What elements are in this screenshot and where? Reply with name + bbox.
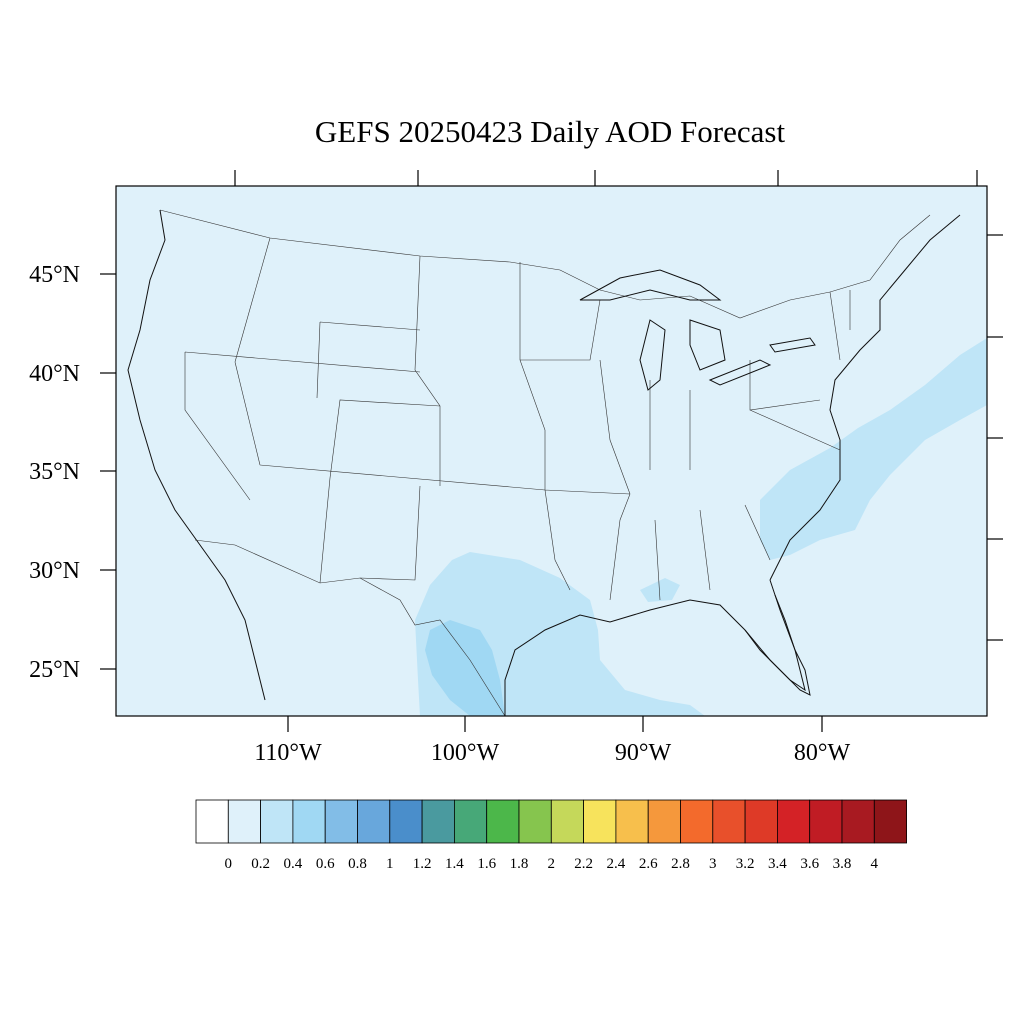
lon-label: 80°W [794, 740, 851, 766]
colorbar-label: 2.6 [639, 856, 658, 872]
colorbar-swatch [195, 799, 229, 844]
aod-region-gulf-coast [640, 578, 680, 602]
colorbar-swatch [777, 799, 811, 844]
colorbar-swatch [292, 799, 326, 844]
colorbar-label: 0.4 [284, 856, 303, 872]
colorbar-swatch [583, 799, 617, 844]
colorbar-label: 1.2 [413, 856, 432, 872]
colorbar-label: 1 [386, 856, 394, 872]
colorbar-swatch [357, 799, 391, 844]
colorbar-swatch [615, 799, 649, 844]
colorbar-swatch [227, 799, 262, 844]
lat-label: 35°N [29, 459, 80, 485]
colorbar-label: 2.2 [574, 856, 593, 872]
colorbar-label: 3 [709, 856, 717, 872]
lat-label: 25°N [29, 657, 80, 683]
colorbar-swatch [486, 799, 520, 844]
colorbar-label: 1.6 [477, 856, 496, 872]
colorbar-swatch [260, 799, 294, 844]
colorbar-swatch [324, 799, 358, 844]
colorbar-swatch [712, 799, 746, 844]
colorbar-label: 1.4 [445, 856, 464, 872]
bottom-ticks [287, 716, 823, 732]
aod-region-rio-grande [425, 620, 505, 716]
florida-peninsula [744, 594, 811, 696]
colorbar-swatch [453, 799, 488, 844]
lon-label: 100°W [431, 740, 500, 766]
lat-label: 45°N [29, 262, 80, 288]
right-ticks [987, 234, 1003, 641]
lake-michigan [639, 319, 666, 391]
colorbar-label: 0.6 [316, 856, 335, 872]
lon-label: 90°W [615, 740, 672, 766]
colorbar-swatch [421, 799, 455, 844]
colorbar-label: 0.2 [251, 856, 270, 872]
aod-region-atlantic-plume [760, 338, 987, 560]
colorbar-swatch [680, 799, 714, 844]
colorbar-label: 3.6 [800, 856, 819, 872]
colorbar-label: 4 [871, 856, 879, 872]
colorbar-label: 3.4 [768, 856, 787, 872]
colorbar-swatch [873, 799, 907, 844]
figure-title: GEFS 20250423 Daily AOD Forecast [315, 114, 786, 149]
colorbar-label: 2 [548, 856, 556, 872]
colorbar-swatch [841, 799, 875, 844]
us-canada-border [159, 209, 931, 319]
colorbar-label: 2.4 [607, 856, 626, 872]
lake-superior [579, 269, 722, 301]
colorbar-swatch [744, 799, 778, 844]
left-ticks [100, 273, 116, 670]
state-lines [184, 237, 851, 601]
colorbar-swatch [518, 799, 552, 844]
aod-shading [415, 338, 987, 716]
lon-label: 110°W [254, 740, 322, 766]
colorbar-label: 2.8 [671, 856, 690, 872]
colorbar: 0 0.2 0.4 0.6 0.8 1 1.2 1.4 1.6 1.8 2 2.2 2.4 2.6 2.8 3… [195, 799, 907, 872]
map-frame [115, 185, 988, 717]
gulf-coast [504, 579, 806, 716]
lat-label: 30°N [29, 558, 80, 584]
east-coast [769, 214, 961, 581]
west-coast [127, 209, 266, 701]
colorbar-swatch [550, 799, 584, 844]
colorbar-label: 0.8 [348, 856, 367, 872]
lake-ontario [769, 337, 816, 353]
lat-label: 40°N [29, 361, 80, 387]
colorbar-label: 3.8 [833, 856, 852, 872]
colorbar-label: 3.2 [736, 856, 755, 872]
boundaries [127, 209, 961, 717]
map-panel [100, 170, 1003, 732]
colorbar-label: 0 [225, 856, 233, 872]
lake-erie [708, 359, 772, 386]
us-mexico-border [194, 539, 506, 717]
lat-labels: 45°N 40°N 35°N 30°N 25°N [29, 262, 80, 683]
great-lakes [579, 269, 816, 391]
colorbar-swatch [809, 799, 843, 844]
lon-labels: 110°W 100°W 90°W 80°W [254, 740, 850, 766]
colorbar-swatch [647, 799, 681, 844]
colorbar-swatch [389, 799, 423, 844]
lake-huron [689, 319, 726, 371]
colorbar-label: 1.8 [510, 856, 529, 872]
top-ticks [234, 170, 978, 186]
